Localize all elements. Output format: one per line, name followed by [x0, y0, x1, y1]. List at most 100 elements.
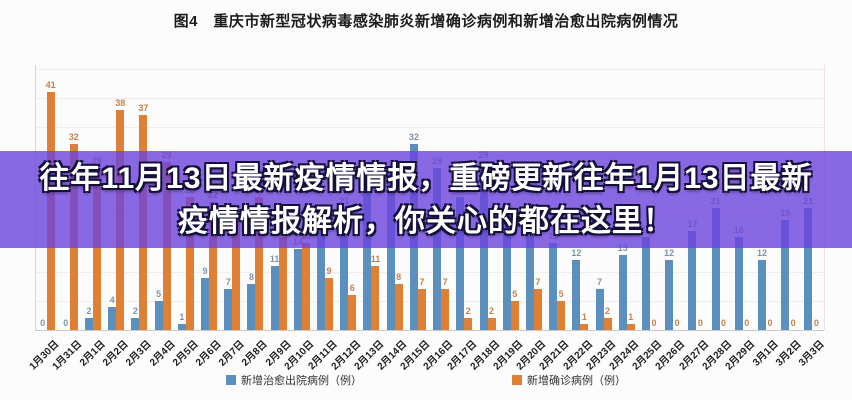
legend-label-confirmed: 新增确诊病例（例）	[527, 375, 626, 387]
bar-confirmed	[510, 301, 519, 330]
bar-confirmed	[394, 284, 403, 330]
bar-cured	[224, 289, 233, 330]
bar-confirmed	[301, 243, 310, 330]
bar-value-label: 11	[269, 254, 280, 264]
bar-value-label: 0	[697, 318, 703, 328]
bar-value-label: 1	[581, 312, 587, 322]
bar-cured	[804, 208, 813, 330]
bar-value-label: 11	[370, 254, 381, 264]
bar-confirmed	[626, 324, 635, 330]
bar-cured	[618, 255, 627, 330]
bar-cured	[456, 197, 465, 330]
bar-value-label: 5	[512, 289, 518, 299]
bar-cured	[386, 179, 395, 330]
bar-cured	[665, 260, 674, 330]
bar-confirmed	[232, 220, 241, 330]
bar-cured	[711, 208, 720, 330]
chart-legend: 新增治愈出院病例（例） 新增确诊病例（例）	[0, 372, 852, 388]
bar-value-label: 7	[225, 277, 231, 287]
bar-cured	[433, 168, 442, 330]
bar-cured	[270, 266, 279, 330]
bar-value-label: 13	[617, 243, 628, 253]
x-tick-label: 3月3日	[797, 338, 828, 369]
chart-title: 图4 重庆市新型冠状病毒感染肺炎新增确诊病例和新增治愈出院病例情况	[173, 13, 679, 30]
bar-value-label: 0	[767, 318, 773, 328]
bar-cured	[293, 249, 302, 330]
bar-value-label: 8	[248, 272, 254, 282]
bar-value-label: 0	[40, 318, 46, 328]
bar-confirmed	[603, 318, 612, 330]
bar-confirmed	[209, 202, 218, 330]
bar-cured	[688, 231, 697, 330]
bar-value-label: 0	[813, 318, 819, 328]
bar-confirmed	[348, 295, 357, 330]
bar-cured	[177, 324, 186, 330]
bar-confirmed	[417, 289, 426, 330]
grid-line	[35, 98, 824, 99]
grid-line	[35, 272, 824, 273]
grid-line	[35, 69, 824, 70]
bar-confirmed	[441, 289, 450, 330]
bar-value-label: 0	[744, 318, 750, 328]
bar-value-label: 12	[664, 248, 675, 258]
bar-value-label: 2	[465, 306, 471, 316]
bar-value-label: 0	[721, 318, 727, 328]
bar-value-label: 32	[408, 132, 419, 142]
bar-value-label: 9	[202, 266, 208, 276]
bar-value-label: 2	[132, 306, 138, 316]
bar-value-label: 12	[756, 248, 767, 258]
bar-value-label: 37	[138, 103, 149, 113]
bar-cured	[734, 237, 743, 330]
bar-value-label: 7	[442, 277, 448, 287]
bar-value-label: 2	[605, 306, 611, 316]
legend-item-confirmed: 新增确诊病例（例）	[512, 372, 626, 388]
bar-confirmed	[325, 278, 334, 330]
x-axis-line	[35, 330, 824, 331]
bar-confirmed	[557, 301, 566, 330]
bar-value-label: 32	[68, 132, 79, 142]
bar-value-label: 0	[651, 318, 657, 328]
bar-cured	[247, 284, 256, 330]
legend-label-cured: 新增治愈出院病例（例）	[241, 375, 362, 387]
bar-cured	[525, 226, 534, 330]
bar-cured	[363, 191, 372, 330]
bar-value-label: 1	[628, 312, 634, 322]
bar-confirmed	[93, 168, 101, 330]
bar-confirmed	[371, 266, 380, 330]
bar-value-label: 8	[396, 272, 402, 282]
bar-confirmed	[255, 197, 264, 330]
bar-cured	[781, 220, 790, 330]
bar-value-label: 0	[790, 318, 796, 328]
bar-value-label: 2	[86, 306, 92, 316]
bar-value-label: 1	[179, 312, 185, 322]
bar-cured	[340, 208, 349, 330]
legend-item-cured: 新增治愈出院病例（例）	[226, 372, 362, 388]
grid-line	[35, 127, 824, 128]
promo-overlay-line2: 疫情情报解析，你关心的都在这里！	[178, 204, 674, 238]
bar-cured	[572, 260, 581, 330]
bar-value-label: 2	[488, 306, 495, 316]
bar-confirmed	[580, 324, 589, 330]
bar-value-label: 7	[419, 277, 425, 287]
bar-value-label: 6	[349, 283, 355, 293]
bar-value-label: 5	[156, 289, 162, 299]
bar-value-label: 5	[558, 289, 564, 299]
bar-value-label: 7	[535, 277, 541, 287]
bar-confirmed	[464, 318, 473, 330]
promo-overlay-banner: 往年11月13日最新疫情情报，重磅更新往年1月13日最新 疫情情报解析，你关心的…	[0, 151, 852, 248]
bar-cured	[502, 214, 511, 330]
bar-cured	[641, 237, 650, 330]
bar-value-label: 0	[63, 318, 69, 328]
bar-value-label: 7	[597, 277, 603, 287]
bar-value-label: 4	[109, 295, 115, 305]
bar-confirmed	[185, 197, 194, 330]
grid-line	[35, 301, 824, 302]
legend-swatch-cured-icon	[226, 375, 236, 385]
bar-cured	[757, 260, 766, 330]
bar-value-label: 9	[326, 266, 332, 276]
bar-confirmed	[533, 289, 542, 330]
bar-cured	[549, 243, 558, 330]
bar-cured	[595, 289, 604, 330]
bar-value-label: 41	[45, 80, 56, 90]
